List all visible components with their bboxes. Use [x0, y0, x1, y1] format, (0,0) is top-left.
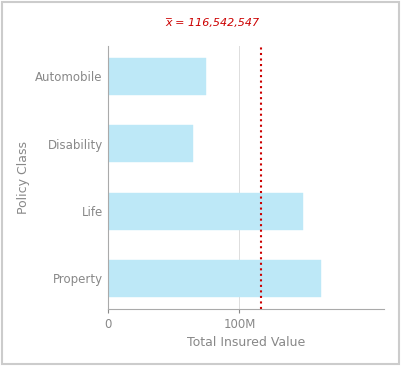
Text: x̅ = 116,542,547: x̅ = 116,542,547: [165, 18, 259, 28]
Bar: [107, 125, 193, 162]
X-axis label: Total Insured Value: Total Insured Value: [187, 336, 305, 349]
Bar: [107, 58, 207, 95]
Y-axis label: Policy Class: Policy Class: [17, 141, 30, 214]
Bar: [107, 260, 321, 297]
Bar: [107, 193, 303, 229]
